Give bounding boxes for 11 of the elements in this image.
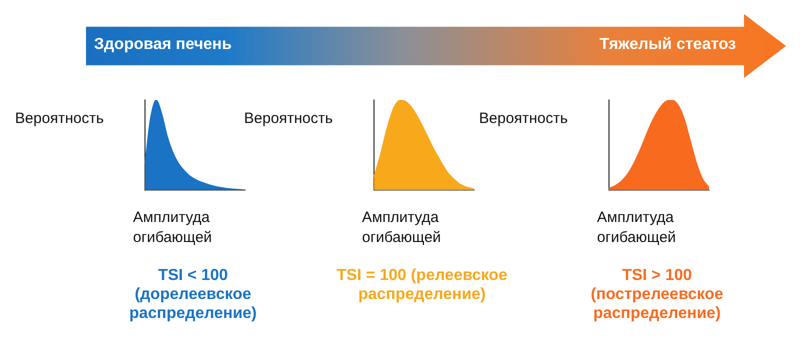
text: TSI < 100 (дорелеевское распределение)	[128, 266, 258, 323]
text: Тяжелый стеатоз	[599, 36, 736, 54]
x-axis-title: Амплитуда огибающей	[362, 208, 442, 248]
text: TSI > 100 (пострелеевское распределение)	[590, 266, 724, 323]
y-axis-title: Вероятность	[244, 110, 333, 127]
y-axis-title: Вероятность	[15, 110, 104, 127]
text: TSI = 100 (релеевское распределение)	[336, 266, 508, 304]
y-axis-title: Вероятность	[479, 110, 568, 127]
text: Здоровая печень	[94, 36, 232, 54]
x-axis-title: Амплитуда огибающей	[133, 208, 213, 248]
x-axis-title: Амплитуда огибающей	[597, 208, 677, 248]
